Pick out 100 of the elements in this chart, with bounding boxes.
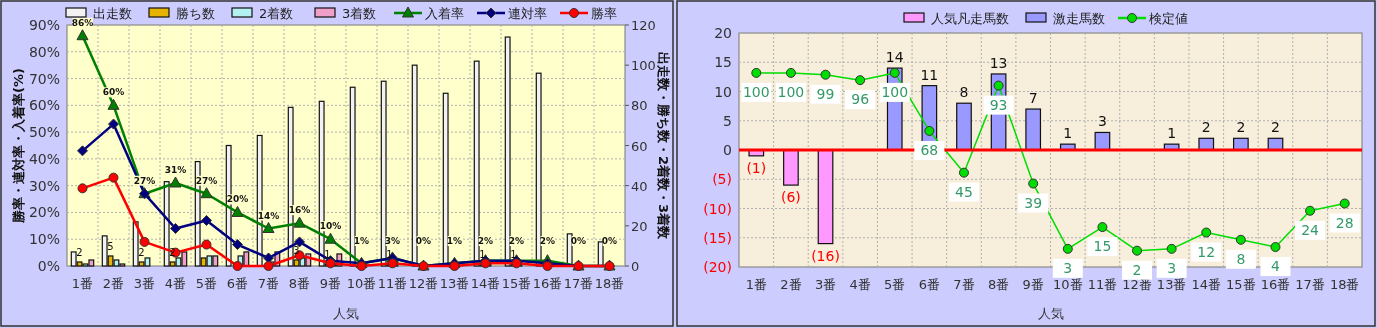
- data-label: 2: [1201, 119, 1211, 136]
- x-tick-label: 9番: [319, 276, 342, 291]
- legend-label: 出走数: [93, 6, 132, 21]
- data-label: 2: [1271, 119, 1280, 136]
- x-tick-label: 14番: [1191, 277, 1222, 292]
- y-tick-label: 10: [714, 83, 732, 100]
- y2-tick-label: 20: [631, 218, 648, 234]
- data-label: 14: [885, 49, 904, 66]
- legend-label: 3着数: [342, 6, 377, 21]
- data-label: 0%: [601, 236, 618, 246]
- x-tick-label: 18番: [594, 276, 625, 291]
- x-tick-label: 8番: [288, 276, 311, 291]
- x-tick-label: 3番: [814, 277, 837, 292]
- x-tick-label: 6番: [918, 277, 940, 292]
- data-label: (1): [746, 159, 767, 176]
- legend-label: 激走馬数: [1053, 11, 1105, 26]
- data-label: 2: [169, 246, 176, 258]
- x-tick-label: 12番: [1122, 277, 1152, 292]
- x-tick-label: 2番: [102, 276, 125, 291]
- x-tick-label: 3番: [133, 276, 156, 291]
- data-label: 2%: [508, 236, 525, 246]
- data-label: 7: [1028, 90, 1038, 107]
- data-label: 12: [1197, 243, 1216, 260]
- x-tick-label: 9番: [1022, 277, 1044, 292]
- data-label: 39: [1024, 194, 1043, 211]
- x-tick-label: 7番: [257, 276, 280, 291]
- data-label: 100: [777, 83, 805, 100]
- x-tick-label: 4番: [164, 276, 187, 291]
- x-tick-label: 12番: [408, 276, 439, 291]
- data-label: 4: [1271, 258, 1281, 275]
- data-label: 93: [989, 96, 1008, 113]
- x-tick-label: 1番: [745, 277, 767, 292]
- data-label: 100: [881, 83, 909, 100]
- data-label: 1: [479, 248, 486, 260]
- data-label: 16%: [288, 205, 311, 216]
- y-tick-label: 0: [723, 142, 732, 158]
- data-label: 24: [1301, 221, 1320, 238]
- x-tick-label: 7番: [953, 277, 975, 292]
- x-tick-label: 6番: [226, 276, 249, 291]
- y-tick-label: 40%: [28, 150, 60, 167]
- y2-tick-label: 0: [631, 259, 640, 274]
- y-tick-label: 90%: [28, 17, 60, 33]
- x-tick-label: 4番: [849, 277, 871, 292]
- y-tick-label: 0%: [37, 258, 60, 274]
- y2-tick-label: 100: [631, 58, 656, 74]
- data-label: 2: [1132, 261, 1142, 278]
- data-label: 1%: [353, 236, 370, 246]
- x-tick-label: 15番: [1226, 277, 1256, 292]
- y-tick-label: 20%: [28, 204, 60, 221]
- x-axis-title: 人気: [1037, 306, 1064, 321]
- data-label: 31%: [164, 164, 187, 175]
- x-tick-label: 10番: [1053, 277, 1083, 292]
- legend-label: 勝ち数: [176, 6, 215, 21]
- data-label: 45: [955, 183, 973, 200]
- data-label: 11: [920, 66, 939, 83]
- x-tick-label: 2番: [780, 277, 802, 292]
- y-tick-label: 50%: [28, 124, 60, 141]
- x-tick-label: 14番: [470, 276, 501, 291]
- legend-label: 検定値: [1149, 11, 1188, 26]
- data-label: 99: [816, 85, 835, 102]
- legend-label: 入着率: [425, 6, 464, 21]
- y-tick-label: 80%: [28, 43, 60, 60]
- data-label: 27%: [133, 175, 156, 186]
- data-label: 1%: [446, 236, 463, 246]
- data-label: 60%: [102, 87, 125, 98]
- y-tick-label: 10%: [28, 231, 60, 248]
- y2-tick-label: 60: [631, 138, 648, 154]
- x-tick-label: 11番: [377, 276, 408, 291]
- y2-tick-label: 120: [631, 18, 656, 33]
- data-label: (6): [780, 189, 801, 206]
- y-tick-label: (10): [703, 200, 732, 217]
- data-label: 2%: [477, 236, 494, 246]
- data-label: 3: [1097, 113, 1107, 130]
- data-label: 0%: [415, 236, 432, 246]
- x-tick-label: 15番: [501, 276, 532, 291]
- x-tick-label: 5番: [195, 276, 218, 291]
- data-label: 14%: [257, 210, 280, 221]
- x-tick-label: 16番: [532, 276, 563, 291]
- data-label: 86%: [71, 17, 94, 28]
- data-label: 3%: [384, 236, 401, 246]
- y2-tick-label: 40: [631, 178, 648, 194]
- y-tick-label: 15: [714, 54, 732, 71]
- legend-label: 連対率: [508, 6, 547, 21]
- data-label: 68: [920, 141, 939, 158]
- legend-label: 勝率: [591, 6, 617, 21]
- y-tick-label: 5: [723, 112, 732, 129]
- data-label: 5: [107, 240, 114, 252]
- legend-label: 2着数: [259, 6, 294, 21]
- y-tick-label: (20): [703, 259, 732, 275]
- y-tick-label: 20: [714, 25, 732, 41]
- x-tick-label: 13番: [1156, 277, 1187, 292]
- data-label: 2: [76, 246, 83, 258]
- data-label: 0%: [570, 236, 587, 246]
- x-tick-label: 18番: [1329, 277, 1360, 292]
- x-tick-label: 8番: [987, 277, 1010, 292]
- legend-label: 人気凡走馬数: [931, 11, 1009, 26]
- data-label: 1: [510, 248, 517, 260]
- x-tick-label: 17番: [563, 276, 594, 291]
- data-label: 13: [989, 54, 1008, 71]
- data-label: 1: [386, 248, 393, 260]
